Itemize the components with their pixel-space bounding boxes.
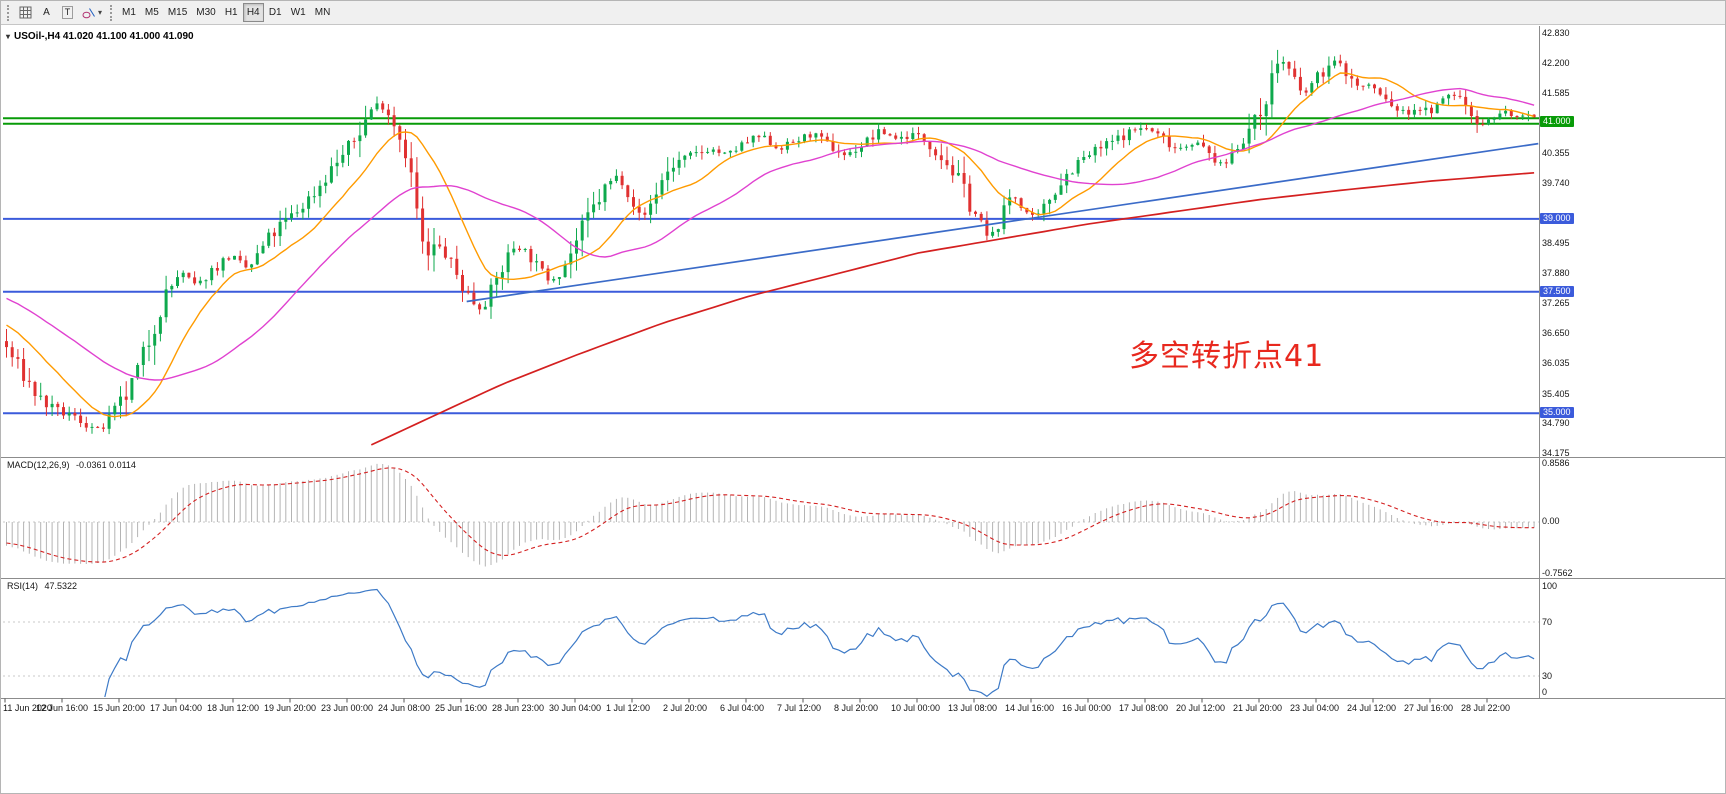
chart-title: ▾ USOil-,H4 41.020 41.100 41.000 41.090 bbox=[6, 31, 194, 42]
shapes-tool-button[interactable]: ▾ bbox=[78, 3, 106, 22]
macd-title: MACD(12,26,9) -0.0361 0.0114 bbox=[7, 460, 136, 470]
timeframe-button-mn[interactable]: MN bbox=[311, 3, 335, 22]
rsi-title: RSI(14) 47.5322 bbox=[7, 581, 77, 591]
rsi-title-value: 47.5322 bbox=[44, 581, 78, 591]
toolbar: A T ▾ M1 M5 M15 M30 H1 H4 D1 W1 MN bbox=[1, 1, 1725, 25]
toolbar-grip[interactable] bbox=[7, 4, 11, 21]
toolbar-grip[interactable] bbox=[110, 4, 114, 21]
timeframe-button-m5[interactable]: M5 bbox=[141, 3, 163, 22]
chart-annotation: 多空转折点41 bbox=[1129, 339, 1325, 374]
timeframe-button-h4[interactable]: H4 bbox=[242, 3, 264, 22]
collapse-triangle-icon[interactable]: ▾ bbox=[6, 32, 11, 41]
text-tool-label: T bbox=[61, 6, 74, 19]
chart-title-text: USOil-,H4 41.020 41.100 41.000 41.090 bbox=[14, 31, 194, 42]
cursor-tool-label: A bbox=[43, 7, 50, 18]
grid-icon bbox=[19, 6, 32, 19]
timeframe-button-m15[interactable]: M15 bbox=[164, 3, 191, 22]
timeframe-button-w1[interactable]: W1 bbox=[287, 3, 310, 22]
shapes-icon bbox=[82, 7, 95, 18]
timeframe-button-m30[interactable]: M30 bbox=[192, 3, 219, 22]
timeframe-toolbar: M1 M5 M15 M30 H1 H4 D1 W1 MN bbox=[118, 3, 334, 22]
macd-title-values: -0.0361 0.0114 bbox=[76, 460, 136, 470]
text-tool-button[interactable]: T bbox=[57, 3, 78, 22]
timeframe-button-h1[interactable]: H1 bbox=[221, 3, 242, 22]
timeframe-button-m1[interactable]: M1 bbox=[118, 3, 140, 22]
chevron-down-icon: ▾ bbox=[98, 8, 103, 17]
macd-title-label: MACD(12,26,9) bbox=[7, 460, 70, 470]
grid-tool-button[interactable] bbox=[15, 3, 36, 22]
cursor-tool-button[interactable]: A bbox=[36, 3, 57, 22]
timeframe-button-d1[interactable]: D1 bbox=[265, 3, 286, 22]
rsi-title-label: RSI(14) bbox=[7, 581, 39, 591]
